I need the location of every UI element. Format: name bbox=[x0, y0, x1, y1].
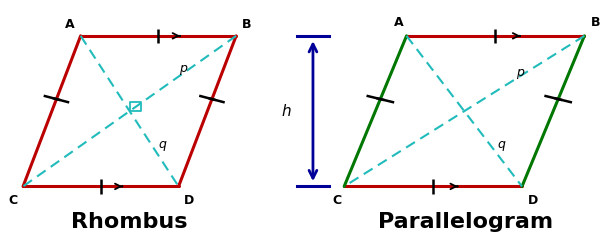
Text: D: D bbox=[528, 194, 538, 206]
Text: B: B bbox=[242, 18, 251, 31]
Text: p: p bbox=[179, 62, 187, 75]
Text: C: C bbox=[8, 194, 17, 206]
Text: A: A bbox=[394, 16, 403, 29]
Text: D: D bbox=[184, 194, 194, 206]
Text: A: A bbox=[65, 18, 75, 31]
Text: q: q bbox=[158, 138, 166, 151]
Text: h: h bbox=[281, 104, 291, 119]
Text: Parallelogram: Parallelogram bbox=[378, 212, 553, 232]
Text: q: q bbox=[497, 138, 505, 151]
Text: p: p bbox=[516, 66, 524, 80]
Text: B: B bbox=[590, 16, 600, 29]
Text: C: C bbox=[332, 194, 341, 206]
Text: Rhombus: Rhombus bbox=[71, 212, 188, 232]
